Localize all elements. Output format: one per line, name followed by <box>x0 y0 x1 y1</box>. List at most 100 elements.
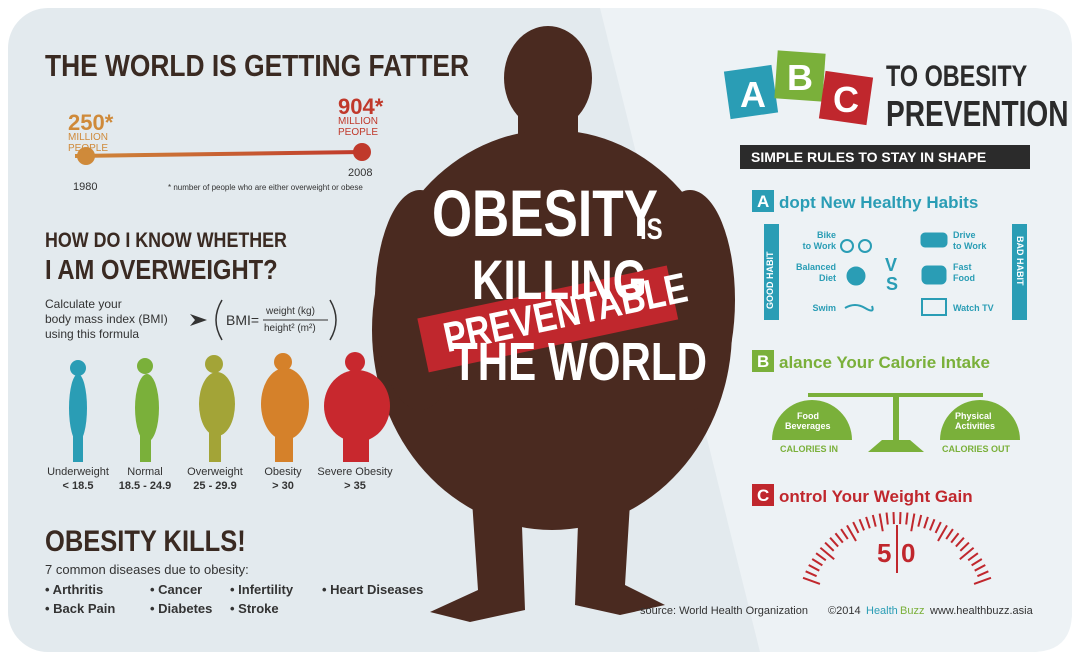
brand: Buzz <box>900 605 925 617</box>
section-letter: B <box>757 352 770 371</box>
vs: V <box>885 255 898 275</box>
habit: Diet <box>818 273 836 283</box>
section-letter: A <box>757 192 770 211</box>
section-heading: alance Your Calorie Intake <box>779 353 991 372</box>
section-heading: ontrol Your Weight Gain <box>779 487 973 506</box>
habit: Food <box>953 273 975 283</box>
abc-letter: C <box>833 79 859 120</box>
pan-label: Physical <box>955 411 992 421</box>
caption: CALORIES IN <box>780 444 839 454</box>
gauge-tick <box>808 564 820 572</box>
good-bar <box>764 224 779 320</box>
note: * number of people who are either overwe… <box>168 183 363 192</box>
section-title: OBESITY KILLS! <box>45 525 246 558</box>
bmi-range: > 35 <box>344 480 366 492</box>
disease: • Back Pain <box>45 601 116 616</box>
gauge-tick <box>945 528 954 540</box>
habit: Swim <box>812 303 836 313</box>
abc-letter: A <box>740 74 766 115</box>
timeline <box>74 150 363 158</box>
brand: Health <box>866 605 898 617</box>
stat-value: 904* <box>338 94 384 119</box>
bmi-range: < 18.5 <box>62 480 94 492</box>
gauge-tick <box>878 513 884 532</box>
pan-label: Beverages <box>785 421 831 431</box>
section-heading: dopt New Healthy Habits <box>779 193 979 212</box>
bad-bar <box>1012 224 1027 320</box>
gauge-tick <box>959 546 975 561</box>
gauge-tick <box>885 512 889 525</box>
habit: Balanced <box>795 262 836 272</box>
disease: • Cancer <box>150 582 203 597</box>
gauge-tick <box>846 524 857 542</box>
habit: Bike <box>816 230 836 240</box>
letter-box <box>752 484 774 506</box>
gauge-tick <box>805 570 818 578</box>
gauge-digit: 5 <box>877 538 892 568</box>
letter-box <box>752 350 774 372</box>
tagline: SIMPLE RULES TO STAY IN SHAPE <box>751 149 987 165</box>
intro: Calculate your <box>45 297 122 311</box>
gauge-tick <box>824 541 835 552</box>
section-letter: C <box>757 486 770 505</box>
gauge-tick <box>973 576 992 585</box>
title: THE WORLD IS GETTING FATTER <box>45 48 470 83</box>
section-title: HOW DO I KNOW WHETHER <box>45 229 287 252</box>
gauge-tick <box>955 537 965 548</box>
bmi-range: 25 - 29.9 <box>193 480 237 492</box>
bmi-figures <box>69 352 390 462</box>
disease: • Heart Diseases <box>322 582 424 597</box>
gauge-tick <box>923 516 929 529</box>
arrow <box>190 314 207 326</box>
subtitle: 7 common diseases due to obesity: <box>45 562 249 577</box>
habit: Drive <box>953 230 976 240</box>
habit: Fast <box>953 262 972 272</box>
gauge <box>802 512 992 585</box>
caption: CALORIES OUT <box>942 444 1011 454</box>
pan-label: Food <box>797 411 819 421</box>
stat-unit: MILLION <box>68 132 109 143</box>
headline: THE WORLD <box>452 332 708 392</box>
formula: BMI= <box>226 312 260 328</box>
habit: Watch TV <box>953 303 994 313</box>
headline: IS <box>640 213 663 246</box>
abc-title: PREVENTION <box>886 93 1069 134</box>
disease: • Diabetes <box>150 601 213 616</box>
gauge-tick <box>917 514 923 527</box>
gauge-tick <box>971 558 983 567</box>
gauge-tick <box>937 524 948 542</box>
habit: to Work <box>953 241 987 251</box>
url: www.healthbuzz.asia <box>930 605 1033 617</box>
formula: weight (kg) <box>266 306 315 317</box>
gauge-tick <box>840 528 849 540</box>
tagline-band <box>740 145 1030 169</box>
gauge-tick <box>829 537 839 548</box>
gauge-tick <box>865 516 871 529</box>
gauge-tick <box>811 558 823 567</box>
intro: using this formula <box>45 327 140 341</box>
bmi-range: > 30 <box>272 480 294 492</box>
stat-unit: MILLION <box>338 116 379 127</box>
formula: height² (m²) <box>264 323 316 334</box>
disease: • Arthritis <box>45 582 104 597</box>
good-label: GOOD HABIT <box>765 251 775 310</box>
gauge-tick <box>819 546 835 561</box>
habit-icons <box>840 232 948 316</box>
stat-value: 250* <box>68 110 114 135</box>
gauge-tick <box>910 513 916 532</box>
timeline-dot <box>353 143 371 161</box>
banner <box>417 265 679 373</box>
abc-title: TO OBESITY <box>886 60 1028 93</box>
gauge-tick <box>929 518 936 531</box>
year: 2008 <box>348 167 373 179</box>
gauge-tick <box>802 576 821 585</box>
headline: KILLING <box>472 248 647 311</box>
letter-box <box>752 190 774 212</box>
gauge-tick <box>974 564 986 572</box>
headline: OBESITY <box>432 176 658 250</box>
stat-unit: PEOPLE <box>68 143 109 154</box>
bmi-label: Obesity <box>264 466 302 478</box>
pan-label: Activities <box>955 421 996 431</box>
gauge-tick <box>959 541 970 552</box>
